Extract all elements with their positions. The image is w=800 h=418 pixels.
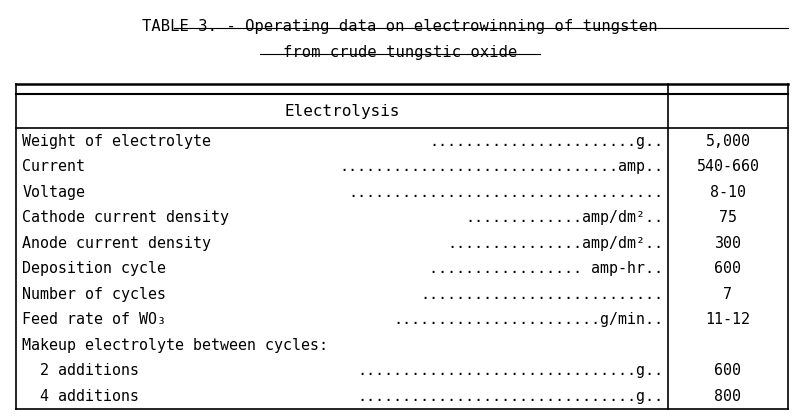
Text: from crude tungstic oxide: from crude tungstic oxide <box>283 45 517 60</box>
Text: ...............................g..: ...............................g.. <box>357 389 663 403</box>
Text: 300: 300 <box>714 236 742 250</box>
Text: Weight of electrolyte: Weight of electrolyte <box>22 134 211 148</box>
Text: 75: 75 <box>719 210 737 225</box>
Text: Electrolysis: Electrolysis <box>284 104 400 119</box>
Text: .......................g..: .......................g.. <box>429 134 663 148</box>
Text: ...............amp/dm²..: ...............amp/dm².. <box>447 236 663 250</box>
Text: ...................................: ................................... <box>348 185 663 199</box>
Text: TABLE 3. - Operating data on electrowinning of tungsten: TABLE 3. - Operating data on electrowinn… <box>142 19 658 34</box>
Text: Voltage: Voltage <box>22 185 86 199</box>
Text: Feed rate of WO₃: Feed rate of WO₃ <box>22 312 166 327</box>
Text: 800: 800 <box>714 389 742 403</box>
Text: ...............................amp..: ...............................amp.. <box>339 159 663 174</box>
Text: 8-10: 8-10 <box>710 185 746 199</box>
Text: 4 additions: 4 additions <box>22 389 139 403</box>
Text: .......................g/min..: .......................g/min.. <box>393 312 663 327</box>
Text: Cathode current density: Cathode current density <box>22 210 230 225</box>
Text: Anode current density: Anode current density <box>22 236 211 250</box>
Text: Number of cycles: Number of cycles <box>22 287 166 301</box>
Text: 11-12: 11-12 <box>706 312 750 327</box>
Text: 600: 600 <box>714 261 742 276</box>
Text: ................. amp-hr..: ................. amp-hr.. <box>429 261 663 276</box>
Text: ...............................g..: ...............................g.. <box>357 363 663 378</box>
Text: Current: Current <box>22 159 86 174</box>
Text: Deposition cycle: Deposition cycle <box>22 261 166 276</box>
Text: 7: 7 <box>723 287 733 301</box>
Text: ...........................: ........................... <box>420 287 663 301</box>
Text: .............amp/dm²..: .............amp/dm².. <box>465 210 663 225</box>
Text: 5,000: 5,000 <box>706 134 750 148</box>
Text: 540-660: 540-660 <box>697 159 759 174</box>
Text: 2 additions: 2 additions <box>22 363 139 378</box>
Text: 600: 600 <box>714 363 742 378</box>
Text: Makeup electrolyte between cycles:: Makeup electrolyte between cycles: <box>22 338 328 352</box>
